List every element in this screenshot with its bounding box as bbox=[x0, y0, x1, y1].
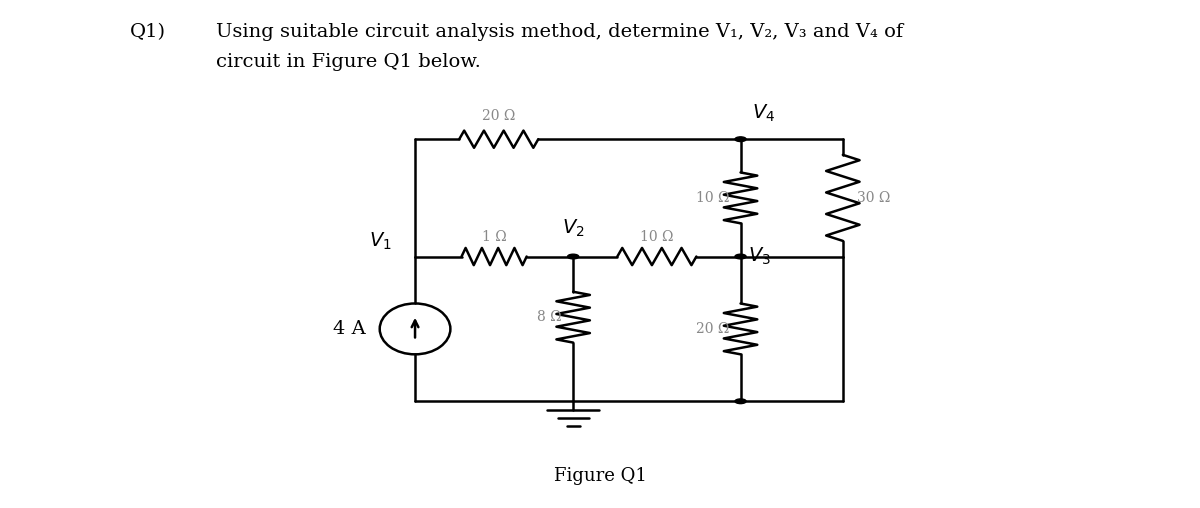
Text: Using suitable circuit analysis method, determine V₁, V₂, V₃ and V₄ of: Using suitable circuit analysis method, … bbox=[216, 23, 904, 41]
Text: Q1): Q1) bbox=[130, 23, 166, 41]
Text: Figure Q1: Figure Q1 bbox=[553, 467, 647, 485]
Text: 20 Ω: 20 Ω bbox=[482, 109, 516, 123]
Circle shape bbox=[734, 137, 746, 142]
Text: 8 Ω: 8 Ω bbox=[538, 310, 562, 324]
Text: $V_3$: $V_3$ bbox=[748, 246, 770, 267]
Text: circuit in Figure Q1 below.: circuit in Figure Q1 below. bbox=[216, 53, 481, 71]
Circle shape bbox=[734, 254, 746, 259]
Text: $V_4$: $V_4$ bbox=[752, 102, 775, 123]
Text: 20 Ω: 20 Ω bbox=[696, 322, 730, 336]
Text: 30 Ω: 30 Ω bbox=[857, 191, 890, 205]
Text: $V_2$: $V_2$ bbox=[562, 217, 584, 239]
Text: 10 Ω: 10 Ω bbox=[640, 230, 673, 244]
Circle shape bbox=[734, 399, 746, 404]
Circle shape bbox=[568, 254, 578, 259]
Text: $V_1$: $V_1$ bbox=[370, 230, 391, 251]
Text: 1 Ω: 1 Ω bbox=[481, 230, 506, 244]
Text: 4 A: 4 A bbox=[334, 320, 366, 338]
Text: 10 Ω: 10 Ω bbox=[696, 191, 730, 205]
